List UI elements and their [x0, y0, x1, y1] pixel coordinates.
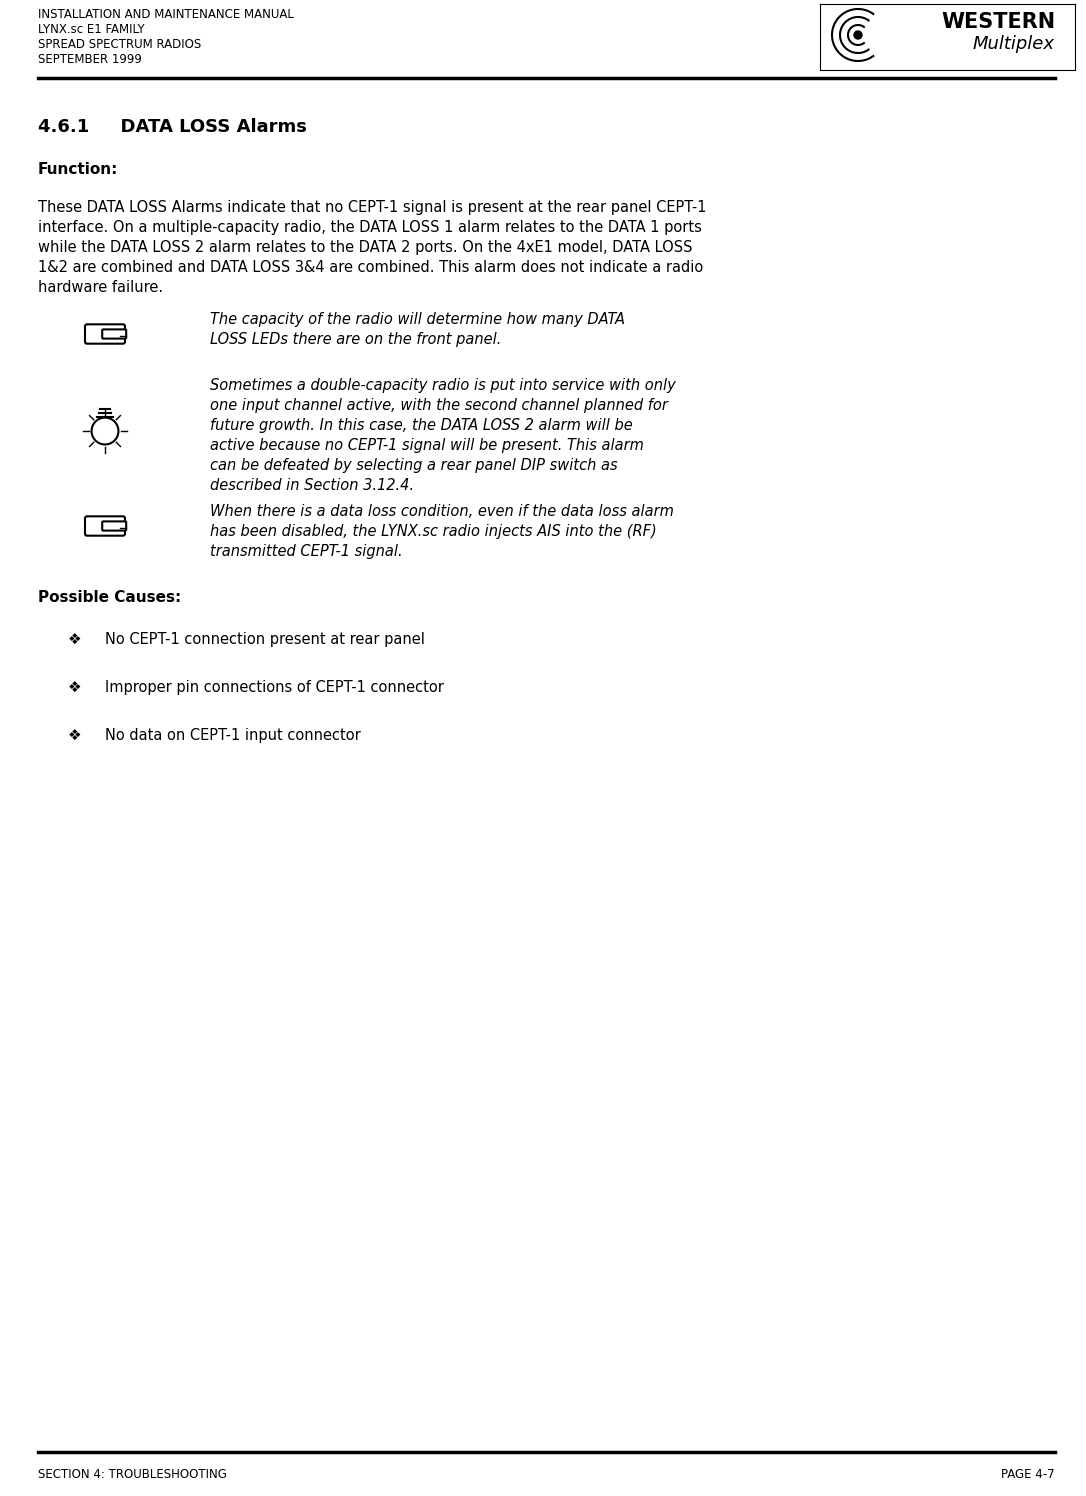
Text: PAGE 4-7: PAGE 4-7 — [1001, 1468, 1055, 1481]
Text: future growth. In this case, the DATA LOSS 2 alarm will be: future growth. In this case, the DATA LO… — [210, 417, 633, 432]
Text: Improper pin connections of CEPT-1 connector: Improper pin connections of CEPT-1 conne… — [105, 681, 444, 696]
Text: has been disabled, the LYNX.sc radio injects AIS into the (RF): has been disabled, the LYNX.sc radio inj… — [210, 524, 657, 539]
Text: When there is a data loss condition, even if the data loss alarm: When there is a data loss condition, eve… — [210, 504, 674, 519]
FancyBboxPatch shape — [102, 329, 126, 338]
Text: INSTALLATION AND MAINTENANCE MANUAL: INSTALLATION AND MAINTENANCE MANUAL — [38, 7, 294, 21]
Text: interface. On a multiple-capacity radio, the DATA LOSS 1 alarm relates to the DA: interface. On a multiple-capacity radio,… — [38, 220, 702, 235]
Text: ❖: ❖ — [68, 729, 81, 744]
Text: hardware failure.: hardware failure. — [38, 280, 163, 295]
Text: SEPTEMBER 1999: SEPTEMBER 1999 — [38, 52, 142, 66]
Text: while the DATA LOSS 2 alarm relates to the DATA 2 ports. On the 4xE1 model, DATA: while the DATA LOSS 2 alarm relates to t… — [38, 239, 693, 254]
Text: ❖: ❖ — [68, 681, 81, 696]
Text: SECTION 4: TROUBLESHOOTING: SECTION 4: TROUBLESHOOTING — [38, 1468, 227, 1481]
Text: WESTERN: WESTERN — [940, 12, 1055, 31]
Text: Sometimes a double-capacity radio is put into service with only: Sometimes a double-capacity radio is put… — [210, 378, 675, 393]
Circle shape — [854, 31, 862, 39]
Text: Function:: Function: — [38, 162, 118, 177]
Text: No CEPT-1 connection present at rear panel: No CEPT-1 connection present at rear pan… — [105, 631, 425, 646]
Text: one input channel active, with the second channel planned for: one input channel active, with the secon… — [210, 398, 668, 413]
Text: The capacity of the radio will determine how many DATA: The capacity of the radio will determine… — [210, 313, 626, 328]
Text: transmitted CEPT-1 signal.: transmitted CEPT-1 signal. — [210, 545, 403, 560]
FancyBboxPatch shape — [85, 325, 125, 344]
Text: described in Section 3.12.4.: described in Section 3.12.4. — [210, 479, 414, 494]
Text: LOSS LEDs there are on the front panel.: LOSS LEDs there are on the front panel. — [210, 332, 502, 347]
Text: Multiplex: Multiplex — [973, 34, 1055, 52]
FancyBboxPatch shape — [102, 522, 126, 531]
Text: SPREAD SPECTRUM RADIOS: SPREAD SPECTRUM RADIOS — [38, 37, 201, 51]
Text: 1&2 are combined and DATA LOSS 3&4 are combined. This alarm does not indicate a : 1&2 are combined and DATA LOSS 3&4 are c… — [38, 260, 704, 275]
Text: can be defeated by selecting a rear panel DIP switch as: can be defeated by selecting a rear pane… — [210, 458, 618, 473]
FancyBboxPatch shape — [85, 516, 125, 536]
Text: ❖: ❖ — [68, 631, 81, 646]
Text: active because no CEPT-1 signal will be present. This alarm: active because no CEPT-1 signal will be … — [210, 438, 644, 453]
Text: These DATA LOSS Alarms indicate that no CEPT-1 signal is present at the rear pan: These DATA LOSS Alarms indicate that no … — [38, 200, 707, 215]
Text: Possible Causes:: Possible Causes: — [38, 589, 181, 604]
Text: LYNX.sc E1 FAMILY: LYNX.sc E1 FAMILY — [38, 22, 144, 36]
Text: 4.6.1     DATA LOSS Alarms: 4.6.1 DATA LOSS Alarms — [38, 118, 307, 136]
Text: No data on CEPT-1 input connector: No data on CEPT-1 input connector — [105, 729, 361, 744]
